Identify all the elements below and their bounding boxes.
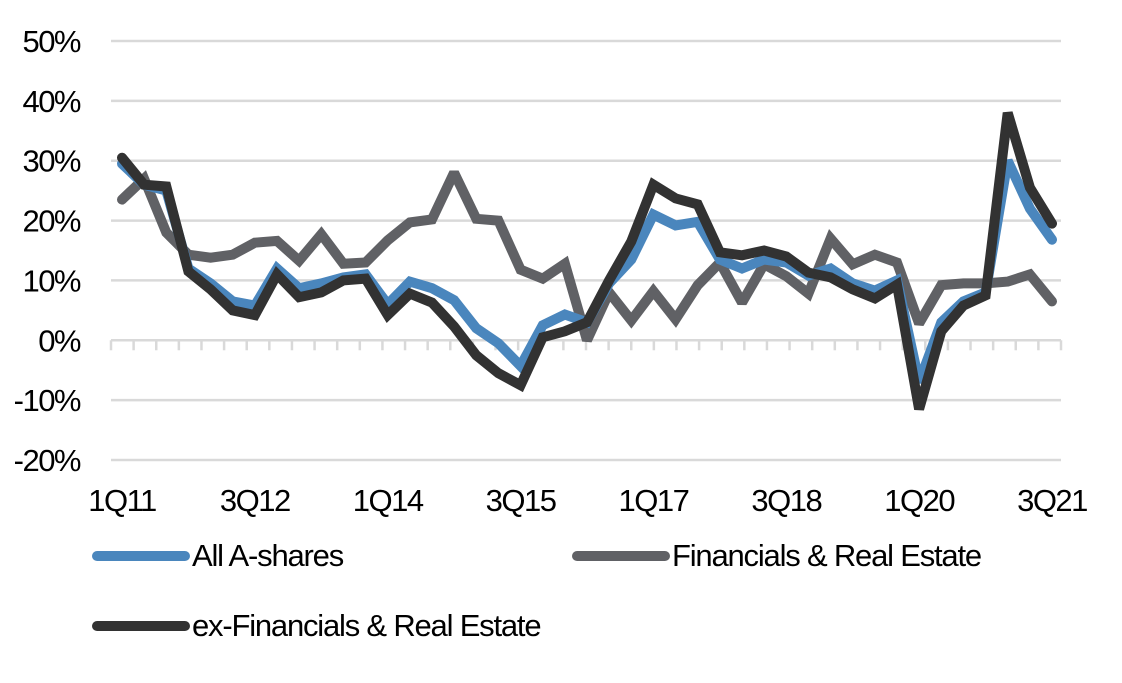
x-tick-label: 1Q20 [884, 483, 955, 518]
x-tick-label: 3Q15 [486, 483, 556, 518]
x-tick-label: 1Q11 [88, 483, 156, 518]
legend-item-financials: Financials & Real Estate [572, 538, 982, 574]
x-tick-label: 1Q17 [619, 483, 689, 518]
legend-label-ex-financials: ex-Financials & Real Estate [192, 608, 542, 643]
y-tick-label: 0% [38, 323, 81, 358]
y-tick-label: 30% [22, 144, 80, 179]
x-tick-label: 3Q12 [220, 483, 290, 518]
series-lines [117, 111, 1057, 411]
legend-item-all-a-shares: All A-shares [92, 538, 344, 574]
y-tick-label: 20% [22, 204, 80, 239]
x-tick-label: 1Q14 [353, 483, 424, 518]
y-tick-label: 40% [22, 84, 80, 119]
y-tick-labels: 50% 40% 30% 20% 10% 0% -10% -20% [14, 24, 83, 478]
x-tick-label: 3Q21 [1017, 483, 1087, 518]
x-tick-labels: 1Q11 3Q12 1Q14 3Q15 1Q17 3Q18 1Q20 3Q21 [88, 483, 1088, 518]
x-tick-label: 3Q18 [751, 483, 821, 518]
series-line-ex-financials-real-estate [117, 111, 1057, 411]
y-tick-label: 50% [22, 24, 80, 59]
y-tick-label: -10% [14, 383, 81, 418]
legend-label-all-a-shares: All A-shares [192, 538, 344, 573]
legend-swatch-ex-financials [92, 621, 190, 631]
legend-swatch-all-a-shares [92, 551, 190, 561]
y-tick-label: 10% [22, 263, 80, 298]
legend-label-financials: Financials & Real Estate [672, 538, 982, 573]
legend-swatch-financials [572, 551, 670, 561]
legend-item-ex-financials: ex-Financials & Real Estate [92, 608, 542, 644]
y-tick-label: -20% [14, 443, 81, 478]
